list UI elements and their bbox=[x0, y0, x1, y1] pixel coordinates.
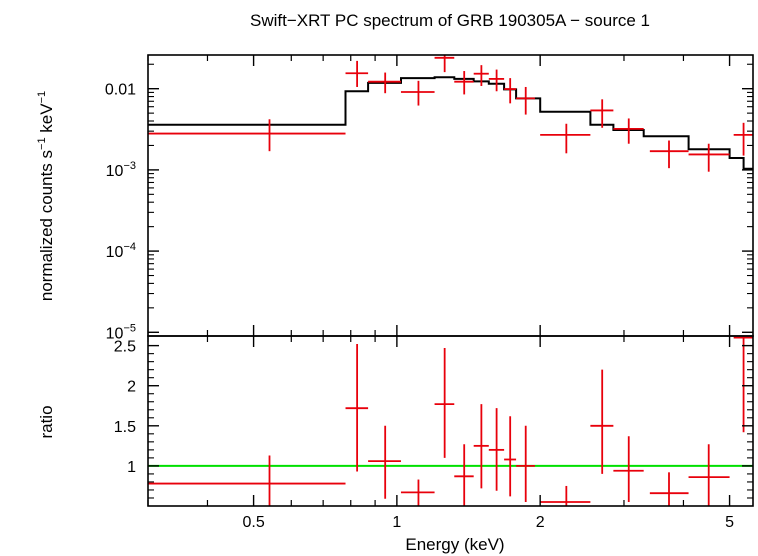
ratio-point bbox=[488, 408, 505, 491]
y-tick-label: 10−5 bbox=[106, 322, 136, 342]
ratio-point bbox=[516, 425, 535, 502]
y-tick-label: 10−3 bbox=[106, 160, 136, 180]
top-y-tick-labels: 0.01 10−3 10−4 10−5 bbox=[105, 82, 136, 343]
x-tick-labels: 0.5 1 2 5 bbox=[242, 514, 734, 531]
spectrum-point bbox=[488, 69, 505, 92]
spectrum-point bbox=[733, 122, 753, 156]
ratio-point bbox=[613, 436, 644, 502]
ratio-point bbox=[649, 472, 689, 506]
x-tick-label: 2 bbox=[536, 514, 545, 531]
spectrum-point bbox=[473, 65, 489, 86]
bottom-axis-ticks bbox=[147, 336, 753, 506]
spectrum-point bbox=[454, 71, 474, 95]
ylabel-sup2: −1 bbox=[36, 91, 48, 104]
ratio-point bbox=[733, 336, 753, 433]
ratio-point bbox=[368, 425, 401, 499]
spectrum-point bbox=[400, 80, 435, 106]
spectrum-point bbox=[434, 55, 455, 73]
top-panel-frame bbox=[147, 54, 754, 337]
ratio-tick-label: 2.5 bbox=[114, 339, 136, 356]
spectrum-point bbox=[345, 60, 369, 87]
ratio-point bbox=[434, 348, 455, 458]
ratio-point bbox=[688, 444, 730, 506]
top-data-points bbox=[148, 55, 753, 172]
bottom-y-tick-labels: 1 1.5 2 2.5 bbox=[114, 339, 136, 476]
model-step-line bbox=[148, 76, 753, 170]
ratio-point bbox=[540, 485, 591, 506]
x-axis-label: Energy (keV) bbox=[405, 535, 504, 554]
ratio-point bbox=[473, 404, 489, 489]
ratio-tick-label: 2 bbox=[127, 379, 136, 396]
top-panel: 0.01 10−3 10−4 10−5 bbox=[105, 54, 754, 343]
spectrum-point bbox=[148, 119, 346, 152]
ratio-point bbox=[148, 455, 346, 506]
ratio-point bbox=[590, 369, 614, 474]
y-tick-label: 0.01 bbox=[105, 82, 136, 99]
bottom-y-axis-label: ratio bbox=[37, 405, 56, 438]
ratio-point bbox=[400, 479, 435, 506]
x-tick-label: 0.5 bbox=[242, 514, 264, 531]
ylabel-sup1: −1 bbox=[36, 137, 48, 150]
spectrum-point bbox=[516, 86, 535, 115]
ratio-tick-label: 1 bbox=[127, 459, 136, 476]
ylabel-mid: keV bbox=[37, 103, 56, 138]
ratio-point bbox=[345, 344, 369, 472]
ratio-tick-label: 1.5 bbox=[114, 419, 136, 436]
x-tick-label: 5 bbox=[725, 514, 734, 531]
top-axis-ticks bbox=[147, 55, 753, 336]
ratio-data-points bbox=[148, 336, 753, 506]
chart-title: Swift−XRT PC spectrum of GRB 190305A − s… bbox=[250, 11, 650, 30]
model-steps bbox=[148, 76, 753, 170]
ylabel-main: normalized counts s bbox=[37, 150, 56, 301]
x-tick-label: 1 bbox=[392, 514, 401, 531]
spectrum-point bbox=[649, 140, 689, 169]
spectrum-point bbox=[590, 99, 614, 128]
spectrum-point bbox=[504, 78, 517, 104]
spectrum-point bbox=[368, 72, 401, 94]
ratio-point bbox=[454, 444, 474, 506]
spectrum-point bbox=[613, 118, 644, 144]
spectrum-point bbox=[540, 123, 591, 154]
bottom-panel: 1 1.5 2 2.5 bbox=[114, 335, 754, 507]
ratio-point bbox=[504, 416, 517, 497]
top-y-axis-label: normalized counts s−1 keV−1 bbox=[36, 91, 56, 301]
bottom-panel-frame bbox=[147, 335, 754, 507]
spectrum-point bbox=[688, 143, 730, 172]
y-tick-label: 10−4 bbox=[106, 241, 136, 261]
